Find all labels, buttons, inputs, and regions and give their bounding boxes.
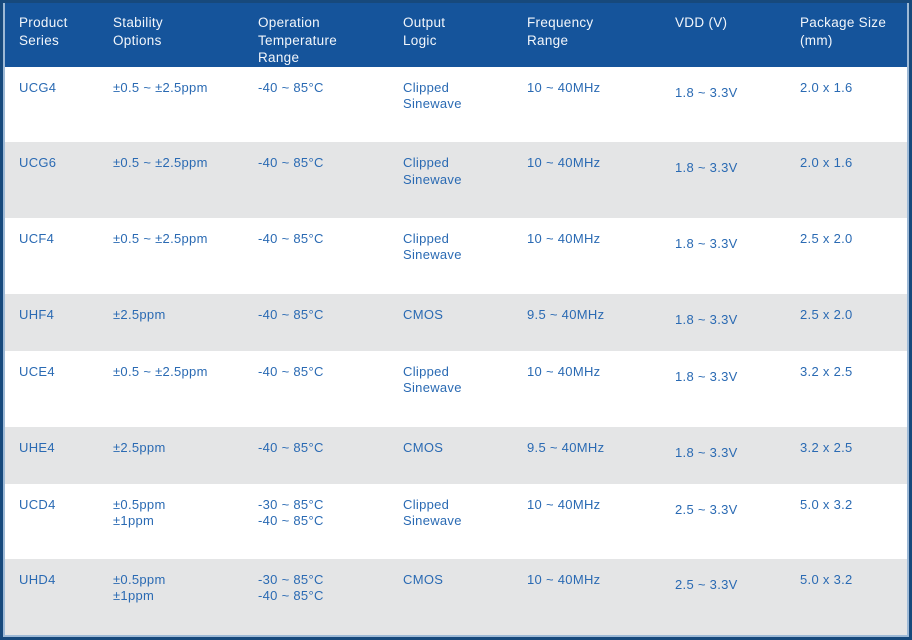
column-header-operation-temperature-range: Operation Temperature Range bbox=[244, 3, 389, 67]
cell-product-series: UCG4 bbox=[5, 66, 99, 143]
cell-vdd: 2.5 ~ 3.3V bbox=[661, 559, 786, 635]
spec-table: Product Series Stability Options Operati… bbox=[5, 3, 907, 635]
cell-vdd: 1.8 ~ 3.3V bbox=[661, 426, 786, 484]
cell-frequency-range: 9.5 ~ 40MHz bbox=[513, 426, 661, 484]
cell-product-series: UHF4 bbox=[5, 293, 99, 351]
cell-stability-options: ±2.5ppm bbox=[99, 426, 244, 484]
cell-operation-temperature-range: -30 ~ 85°C -40 ~ 85°C bbox=[244, 483, 389, 560]
cell-output-logic: Clipped Sinewave bbox=[389, 66, 513, 143]
cell-operation-temperature-range: -40 ~ 85°C bbox=[244, 426, 389, 484]
cell-stability-options: ±0.5ppm ±1ppm bbox=[99, 483, 244, 560]
column-header-product-series: Product Series bbox=[5, 3, 99, 67]
cell-package-size: 2.0 x 1.6 bbox=[786, 66, 907, 143]
cell-vdd: 1.8 ~ 3.3V bbox=[661, 66, 786, 143]
cell-vdd: 1.8 ~ 3.3V bbox=[661, 218, 786, 294]
table-row: UCG6 ±0.5 ~ ±2.5ppm -40 ~ 85°C Clipped S… bbox=[5, 142, 907, 219]
cell-product-series: UHD4 bbox=[5, 559, 99, 635]
cell-operation-temperature-range: -40 ~ 85°C bbox=[244, 350, 389, 427]
table-body: UCG4 ±0.5 ~ ±2.5ppm -40 ~ 85°C Clipped S… bbox=[5, 66, 907, 635]
cell-vdd: 1.8 ~ 3.3V bbox=[661, 350, 786, 427]
cell-operation-temperature-range: -40 ~ 85°C bbox=[244, 293, 389, 351]
cell-product-series: UCF4 bbox=[5, 218, 99, 294]
cell-operation-temperature-range: -40 ~ 85°C bbox=[244, 66, 389, 143]
cell-vdd: 1.8 ~ 3.3V bbox=[661, 293, 786, 351]
table-row: UCD4 ±0.5ppm ±1ppm -30 ~ 85°C -40 ~ 85°C… bbox=[5, 483, 907, 560]
cell-package-size: 3.2 x 2.5 bbox=[786, 426, 907, 484]
cell-product-series: UCG6 bbox=[5, 142, 99, 219]
table-row: UHF4 ±2.5ppm -40 ~ 85°C CMOS 9.5 ~ 40MHz… bbox=[5, 293, 907, 351]
cell-package-size: 2.5 x 2.0 bbox=[786, 293, 907, 351]
cell-output-logic: Clipped Sinewave bbox=[389, 483, 513, 560]
table-header: Product Series Stability Options Operati… bbox=[5, 3, 907, 67]
table-row: UHE4 ±2.5ppm -40 ~ 85°C CMOS 9.5 ~ 40MHz… bbox=[5, 426, 907, 484]
table-row: UHD4 ±0.5ppm ±1ppm -30 ~ 85°C -40 ~ 85°C… bbox=[5, 559, 907, 635]
cell-output-logic: CMOS bbox=[389, 559, 513, 635]
cell-output-logic: Clipped Sinewave bbox=[389, 218, 513, 294]
cell-product-series: UHE4 bbox=[5, 426, 99, 484]
cell-stability-options: ±0.5 ~ ±2.5ppm bbox=[99, 350, 244, 427]
column-header-output-logic: Output Logic bbox=[389, 3, 513, 67]
cell-package-size: 2.5 x 2.0 bbox=[786, 218, 907, 294]
header-row: Product Series Stability Options Operati… bbox=[5, 3, 907, 67]
cell-package-size: 3.2 x 2.5 bbox=[786, 350, 907, 427]
table-row: UCF4 ±0.5 ~ ±2.5ppm -40 ~ 85°C Clipped S… bbox=[5, 218, 907, 294]
cell-frequency-range: 9.5 ~ 40MHz bbox=[513, 293, 661, 351]
cell-frequency-range: 10 ~ 40MHz bbox=[513, 66, 661, 143]
cell-frequency-range: 10 ~ 40MHz bbox=[513, 559, 661, 635]
cell-frequency-range: 10 ~ 40MHz bbox=[513, 142, 661, 219]
cell-package-size: 5.0 x 3.2 bbox=[786, 483, 907, 560]
cell-output-logic: Clipped Sinewave bbox=[389, 142, 513, 219]
cell-operation-temperature-range: -30 ~ 85°C -40 ~ 85°C bbox=[244, 559, 389, 635]
cell-frequency-range: 10 ~ 40MHz bbox=[513, 218, 661, 294]
cell-product-series: UCD4 bbox=[5, 483, 99, 560]
cell-stability-options: ±0.5ppm ±1ppm bbox=[99, 559, 244, 635]
cell-package-size: 2.0 x 1.6 bbox=[786, 142, 907, 219]
cell-stability-options: ±2.5ppm bbox=[99, 293, 244, 351]
cell-stability-options: ±0.5 ~ ±2.5ppm bbox=[99, 142, 244, 219]
cell-stability-options: ±0.5 ~ ±2.5ppm bbox=[99, 218, 244, 294]
cell-frequency-range: 10 ~ 40MHz bbox=[513, 350, 661, 427]
column-header-stability-options: Stability Options bbox=[99, 3, 244, 67]
cell-vdd: 2.5 ~ 3.3V bbox=[661, 483, 786, 560]
cell-vdd: 1.8 ~ 3.3V bbox=[661, 142, 786, 219]
table-row: UCG4 ±0.5 ~ ±2.5ppm -40 ~ 85°C Clipped S… bbox=[5, 66, 907, 143]
cell-output-logic: CMOS bbox=[389, 426, 513, 484]
cell-package-size: 5.0 x 3.2 bbox=[786, 559, 907, 635]
cell-frequency-range: 10 ~ 40MHz bbox=[513, 483, 661, 560]
column-header-package-size: Package Size (mm) bbox=[786, 3, 907, 67]
cell-output-logic: CMOS bbox=[389, 293, 513, 351]
cell-operation-temperature-range: -40 ~ 85°C bbox=[244, 142, 389, 219]
column-header-vdd: VDD (V) bbox=[661, 3, 786, 67]
cell-product-series: UCE4 bbox=[5, 350, 99, 427]
column-header-frequency-range: Frequency Range bbox=[513, 3, 661, 67]
cell-output-logic: Clipped Sinewave bbox=[389, 350, 513, 427]
cell-operation-temperature-range: -40 ~ 85°C bbox=[244, 218, 389, 294]
table-row: UCE4 ±0.5 ~ ±2.5ppm -40 ~ 85°C Clipped S… bbox=[5, 350, 907, 427]
cell-stability-options: ±0.5 ~ ±2.5ppm bbox=[99, 66, 244, 143]
